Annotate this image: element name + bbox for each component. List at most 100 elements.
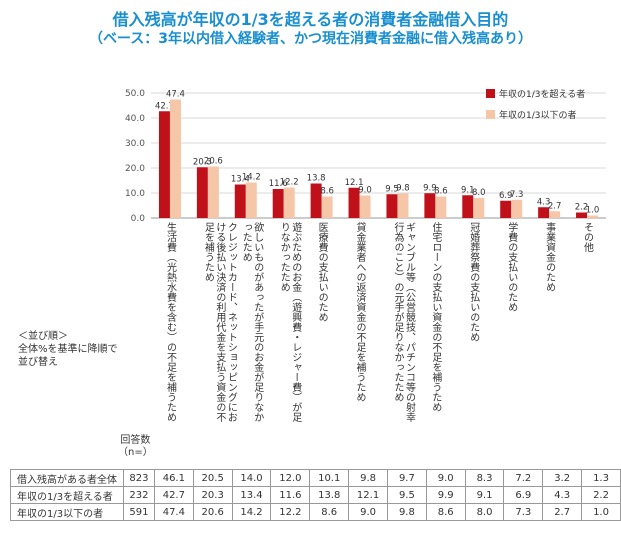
data-label-series1: 20.3	[193, 157, 212, 167]
table-cell: 8.3	[464, 469, 505, 487]
data-label-series2: 14.2	[242, 173, 261, 183]
count-header: 回答数 （n=）	[118, 435, 153, 459]
table-cell: 9.9	[425, 486, 466, 504]
table-row: 年収の1/3を超える者 232 42.7 20.3 13.4 11.6 13.8 12.1 9.…	[10, 486, 621, 504]
table-cell: 8.0	[464, 503, 505, 521]
table-cell: 3.2	[542, 469, 583, 487]
data-label-series2: 8.6	[320, 187, 334, 197]
data-label-series2: 9.0	[358, 186, 372, 196]
bar-series2	[473, 198, 485, 218]
data-label-series1: 9.1	[461, 185, 475, 195]
bar-series1	[196, 167, 208, 218]
category-label: クレジットカード、ネットショッピングにおける後払い決済の利用代金を支払う資金の不…	[202, 222, 237, 422]
category-label: 生活費（光熱水費を含む）の不足を補うため	[164, 222, 176, 422]
legend-swatch-series1	[486, 89, 495, 98]
data-label-series2: 12.2	[280, 178, 299, 188]
bar-series2	[511, 199, 523, 218]
table-cell: 2.7	[542, 503, 583, 521]
bar-series1	[234, 184, 246, 218]
data-label-series2: 7.3	[510, 190, 524, 200]
legend-label-series1: 年収の1/3を超える者	[499, 90, 586, 100]
sort-note-line: ＜並び順＞	[18, 331, 68, 342]
category-label: 冠婚葬祭費の支払いのため	[467, 222, 479, 342]
table-cell: 20.6	[192, 503, 233, 521]
table-cell: 12.1	[348, 486, 388, 504]
data-label-series1: 11.6	[269, 179, 288, 189]
bar-series1	[462, 195, 474, 218]
bar-series1	[538, 207, 550, 218]
bar-series2	[549, 211, 561, 218]
row-count: 232	[122, 486, 155, 504]
table-row: 借入残高がある者全体 823 46.1 20.5 14.0 12.0 10.1 9.8 9.7 9…	[10, 469, 621, 487]
table-cell: 8.6	[425, 503, 466, 521]
table-cell: 12.2	[270, 503, 311, 521]
table-cell: 1.0	[581, 503, 621, 521]
bar-series1	[576, 212, 588, 218]
table-cell: 12.0	[270, 469, 311, 487]
row-count: 823	[122, 469, 155, 487]
row-count: 591	[122, 503, 155, 521]
table-cell: 9.7	[386, 469, 427, 487]
y-tick-label: 10.0	[125, 189, 145, 199]
data-label-series1: 4.3	[537, 197, 551, 207]
bar-series2	[169, 99, 181, 218]
data-label-series1: 42.7	[155, 101, 174, 111]
count-header-line: （n=）	[118, 447, 153, 458]
count-header-line: 回答数	[120, 435, 151, 446]
table-cell: 20.3	[192, 486, 233, 504]
data-table: 借入残高がある者全体 823 46.1 20.5 14.0 12.0 10.1 9.8 9.7 9…	[10, 469, 621, 521]
bar-series1	[310, 183, 322, 218]
data-label-series2: 2.7	[548, 201, 562, 211]
bar-series2	[359, 195, 371, 218]
table-cell: 9.8	[348, 469, 388, 487]
bar-series2	[397, 193, 409, 218]
bar-series1	[272, 189, 284, 218]
data-label-series1: 13.4	[231, 175, 250, 185]
bar-series1	[348, 187, 360, 218]
table-cell: 7.3	[503, 503, 544, 521]
category-label: 欲しいものがあったが手元のお金が足りなかったため	[240, 222, 263, 422]
table-cell: 9.8	[386, 503, 427, 521]
table-cell: 2.2	[581, 486, 621, 504]
table-cell: 1.3	[581, 469, 621, 487]
bar-series1	[386, 194, 398, 218]
category-label: 遊ぶためのお金（遊興費・レジャー費）が足りなかったため	[278, 222, 301, 422]
data-label-series1: 9.9	[423, 183, 437, 193]
data-label-series2: 20.6	[204, 157, 223, 167]
table-cell: 14.0	[231, 469, 272, 487]
table-cell: 8.6	[309, 503, 350, 521]
category-label: ギャンブル等（公営競技、パチンコ等の射幸行為のこと）の元手が足りなかったため	[391, 222, 415, 422]
table-cell: 11.6	[270, 486, 311, 504]
table-cell: 9.1	[464, 486, 505, 504]
table-cell: 14.2	[231, 503, 272, 521]
bar-series2	[245, 182, 257, 218]
data-label-series2: 9.8	[396, 184, 410, 194]
data-label-series1: 13.8	[307, 174, 326, 184]
table-cell: 9.5	[386, 486, 427, 504]
data-label-series1: 12.1	[345, 178, 364, 188]
data-label-series1: 6.9	[499, 191, 513, 201]
chart-title: 借入残高が年収の1/3を超える者の消費者金融借入目的	[112, 10, 509, 29]
category-label: 貸金業者への返済資金の不足を補うため	[354, 222, 366, 402]
table-cell: 7.2	[503, 469, 544, 487]
table-cell: 9.0	[348, 503, 388, 521]
bar-series2	[321, 196, 333, 218]
table-cell: 46.1	[153, 469, 194, 487]
data-label-series2: 1.0	[586, 206, 600, 216]
legend-label-series2: 年収の1/3以下の者	[499, 111, 577, 121]
bar-series1	[158, 111, 170, 218]
y-tick-label: 0.0	[131, 214, 146, 224]
data-label-series2: 8.6	[434, 187, 448, 197]
data-label-series1: 2.2	[575, 203, 589, 213]
legend-item-series1: 年収の1/3を超える者	[486, 87, 585, 100]
category-label: 学費の支払いのため	[505, 222, 517, 312]
table-cell: 4.3	[542, 486, 583, 504]
table-cell: 13.4	[231, 486, 272, 504]
legend-item-series2: 年収の1/3以下の者	[486, 108, 585, 121]
table-cell: 10.1	[309, 469, 350, 487]
chart-subtitle: （ベース：3年以内借入経験者、かつ現在消費者金融に借入残高あり）	[88, 31, 533, 47]
table-cell: 42.7	[153, 486, 194, 504]
sort-note-line: 並び替え	[18, 357, 58, 368]
row-label: 年収の1/3以下の者	[10, 503, 124, 521]
